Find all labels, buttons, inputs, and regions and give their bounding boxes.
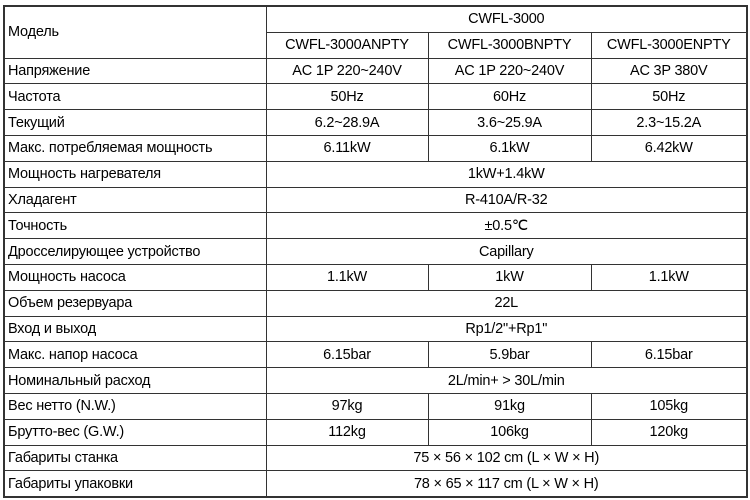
spec-label: Напряжение — [3, 57, 267, 85]
spec-value-shared: R-410A/R-32 — [265, 186, 748, 214]
spec-value: 97kg — [265, 392, 429, 420]
model-name: CWFL-3000ENPTY — [590, 31, 748, 59]
spec-row: Габариты упаковки 78 × 65 × 117 cm (L × W… — [3, 470, 748, 498]
spec-value: AC 1P 220~240V — [427, 57, 592, 85]
spec-row: Объем резервуара 22L — [3, 289, 748, 317]
spec-label: Частота — [3, 83, 267, 111]
spec-row: Вес нетто (N.W.) 97kg 91kg 105kg — [3, 392, 748, 420]
spec-label: Габариты упаковки — [3, 470, 267, 498]
spec-label: Точность — [3, 212, 267, 240]
spec-value-shared: 75 × 56 × 102 cm (L × W × H) — [265, 444, 748, 472]
spec-row: Брутто-вес (G.W.) 112kg 106kg 120kg — [3, 418, 748, 446]
spec-label: Вес нетто (N.W.) — [3, 392, 267, 420]
spec-label: Макс. напор насоса — [3, 341, 267, 369]
series-name: CWFL-3000 — [265, 5, 748, 33]
spec-value-shared: 78 × 65 × 117 cm (L × W × H) — [265, 470, 748, 498]
spec-value: 105kg — [590, 392, 748, 420]
spec-label: Габариты станка — [3, 444, 267, 472]
spec-label: Хладагент — [3, 186, 267, 214]
spec-value: 6.15bar — [590, 341, 748, 369]
spec-row: Габариты станка 75 × 56 × 102 cm (L × W ×… — [3, 444, 748, 472]
model-label: Модель — [3, 5, 267, 59]
spec-row: Точность ±0.5℃ — [3, 212, 748, 240]
spec-label: Текущий — [3, 109, 267, 136]
spec-value-shared: ±0.5℃ — [265, 212, 748, 240]
spec-value: AC 1P 220~240V — [265, 57, 429, 85]
spec-value-shared: Capillary — [265, 238, 748, 265]
spec-value: 5.9bar — [427, 341, 592, 369]
spec-value: 2.3~15.2A — [590, 109, 748, 136]
spec-label: Объем резервуара — [3, 289, 267, 317]
spec-value-shared: 1kW+1.4kW — [265, 160, 748, 188]
spec-value: 106kg — [427, 418, 592, 446]
model-name: CWFL-3000BNPTY — [427, 31, 592, 59]
spec-value: 6.1kW — [427, 134, 592, 162]
spec-value: 6.42kW — [590, 134, 748, 162]
spec-row: Текущий 6.2~28.9A 3.6~25.9A 2.3~15.2A — [3, 109, 748, 136]
spec-value: 3.6~25.9A — [427, 109, 592, 136]
spec-table: Модель CWFL-3000 CWFL-3000ANPTY CWFL-300… — [3, 5, 748, 499]
spec-label: Мощность нагревателя — [3, 160, 267, 188]
spec-value: 6.15bar — [265, 341, 429, 369]
spec-value: AC 3P 380V — [590, 57, 748, 85]
spec-value-shared: 22L — [265, 289, 748, 317]
spec-row: Макс. потребляемая мощность 6.11kW 6.1kW 6.… — [3, 134, 748, 162]
spec-label: Брутто-вес (G.W.) — [3, 418, 267, 446]
spec-value: 1kW — [427, 263, 592, 291]
spec-label: Номинальный расход — [3, 367, 267, 394]
spec-value: 91kg — [427, 392, 592, 420]
model-name: CWFL-3000ANPTY — [265, 31, 429, 59]
spec-value: 6.11kW — [265, 134, 429, 162]
spec-value: 112kg — [265, 418, 429, 446]
spec-value: 50Hz — [265, 83, 429, 111]
spec-label: Макс. потребляемая мощность — [3, 134, 267, 162]
spec-label: Вход и выход — [3, 315, 267, 343]
spec-value: 50Hz — [590, 83, 748, 111]
spec-value: 120kg — [590, 418, 748, 446]
model-row: CWFL-3000ANPTY CWFL-3000BNPTY CWFL-3000E… — [4, 31, 748, 59]
spec-value-shared: Rp1/2"+Rp1" — [265, 315, 748, 343]
header-row: Модель CWFL-3000 — [3, 5, 748, 59]
spec-value: 1.1kW — [590, 263, 748, 291]
spec-label: Мощность насоса — [3, 263, 267, 291]
spec-value-shared: 2L/min+ > 30L/min — [265, 367, 748, 394]
spec-row: Вход и выход Rp1/2"+Rp1" — [3, 315, 748, 343]
spec-value: 6.2~28.9A — [265, 109, 429, 136]
spec-label: Дросселирующее устройство — [3, 238, 267, 265]
spec-row: Номинальный расход 2L/min+ > 30L/min — [3, 367, 748, 394]
spec-row: Хладагент R-410A/R-32 — [3, 186, 748, 214]
spec-row: Мощность нагревателя 1kW+1.4kW — [3, 160, 748, 188]
spec-row: Макс. напор насоса 6.15bar 5.9bar 6.15bar — [3, 341, 748, 369]
spec-row: Частота 50Hz 60Hz 50Hz — [3, 83, 748, 111]
spec-row: Напряжение AC 1P 220~240V AC 1P 220~240V AC… — [3, 57, 748, 85]
spec-value: 1.1kW — [265, 263, 429, 291]
spec-row: Мощность насоса 1.1kW 1kW 1.1kW — [3, 263, 748, 291]
spec-value: 60Hz — [427, 83, 592, 111]
spec-row: Дросселирующее устройство Capillary — [3, 238, 748, 265]
